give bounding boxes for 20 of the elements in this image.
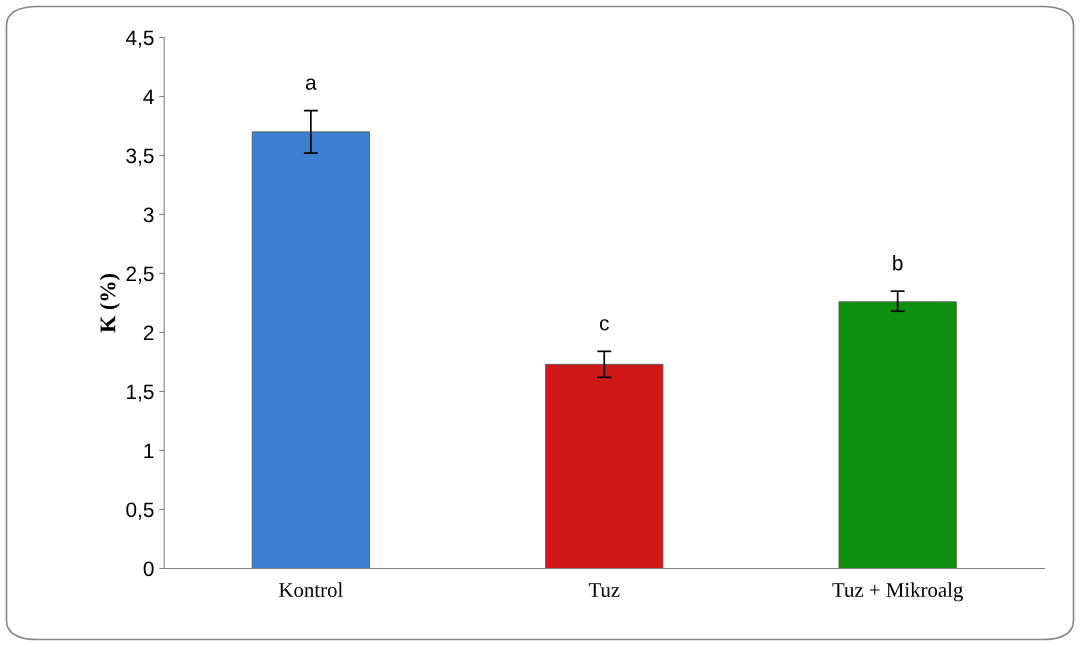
x-tick-label: Kontrol (279, 582, 343, 598)
y-tick-label: 0 (143, 561, 154, 577)
y-tick-label: 4 (143, 89, 154, 105)
y-tick-label: 2,5 (126, 266, 154, 284)
y-tick-label: 1 (144, 443, 154, 459)
bar (251, 131, 370, 569)
bar (545, 363, 664, 569)
annotation: b (893, 255, 903, 271)
y-tick-label: 3,5 (126, 148, 154, 166)
y-tick-label: 3 (143, 207, 154, 223)
y-axis-title: K (%) (99, 274, 120, 333)
y-tick-label: 1,5 (127, 384, 154, 402)
y-tick-label: 0,5 (126, 502, 154, 520)
bar (838, 301, 957, 569)
x-tick-label: Tuz + Mikroalg (832, 582, 963, 602)
x-tick-label: Tuz (588, 583, 620, 598)
y-tick-label: 4,5 (125, 30, 154, 48)
annotation: a (305, 78, 317, 90)
annotation: c (599, 319, 609, 331)
y-tick-label: 2 (143, 325, 154, 341)
